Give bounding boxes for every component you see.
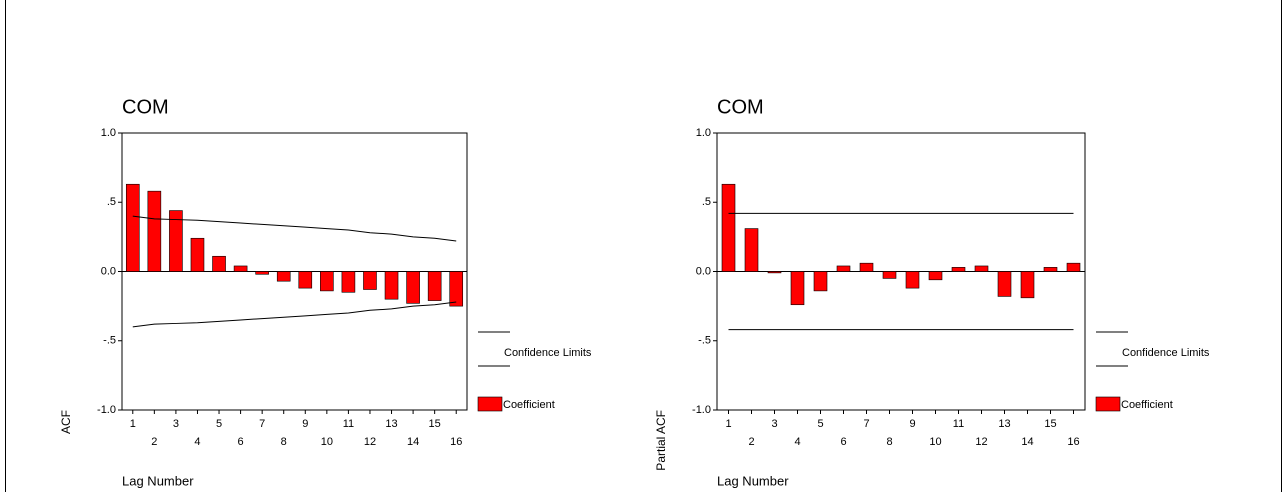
bar — [744, 228, 759, 272]
bar — [1066, 262, 1081, 272]
x-tick-label: 7 — [259, 418, 265, 430]
x-tick-label: 13 — [385, 418, 397, 430]
y-axis-label: ACF — [59, 410, 73, 434]
chart-title: COM — [717, 96, 764, 118]
x-tick-label: 9 — [909, 418, 915, 430]
chart-title: COM — [122, 96, 169, 118]
x-tick-label: 3 — [173, 418, 179, 430]
y-tick-label: -1.0 — [97, 404, 116, 416]
y-tick-label: .5 — [107, 196, 116, 208]
bar — [190, 237, 205, 272]
x-tick-label: 16 — [1067, 436, 1079, 448]
bar — [233, 265, 248, 272]
bar — [406, 271, 420, 304]
y-axis-label: Partial ACF — [654, 410, 668, 471]
bar — [169, 210, 183, 272]
bar — [384, 271, 399, 300]
bar — [320, 271, 334, 292]
bar — [790, 271, 805, 306]
x-tick-label: 7 — [863, 418, 869, 430]
x-tick-label: 15 — [1044, 418, 1056, 430]
y-tick-label: 0.0 — [696, 265, 711, 277]
bar — [997, 271, 1012, 297]
x-tick-label: 14 — [407, 436, 419, 448]
bar — [721, 183, 736, 272]
y-tick-label: -.5 — [698, 335, 711, 347]
bar — [125, 183, 140, 272]
x-tick-label: 5 — [817, 418, 823, 430]
bar — [1043, 267, 1058, 272]
x-tick-label: 1 — [130, 418, 136, 430]
bar — [767, 271, 782, 274]
bar — [974, 265, 989, 272]
x-axis-label: Lag Number — [717, 473, 789, 488]
x-tick-label: 6 — [238, 436, 244, 448]
legend-label: Confidence Limits — [504, 347, 592, 359]
y-tick-label: 1.0 — [696, 127, 711, 139]
frame — [5, 0, 1282, 492]
x-tick-label: 13 — [998, 418, 1010, 430]
x-tick-label: 6 — [840, 436, 846, 448]
x-tick-label: 12 — [975, 436, 987, 448]
x-tick-label: 8 — [886, 436, 892, 448]
x-tick-label: 3 — [771, 418, 777, 430]
x-tick-label: 16 — [450, 436, 462, 448]
bar — [928, 271, 943, 281]
x-tick-label: 10 — [321, 436, 333, 448]
x-tick-label: 2 — [748, 436, 754, 448]
bar — [905, 271, 920, 289]
y-tick-label: 1.0 — [101, 127, 116, 139]
legend-swatch — [477, 396, 503, 412]
y-tick-label: -1.0 — [692, 404, 711, 416]
x-tick-label: 5 — [216, 418, 222, 430]
bar — [276, 271, 291, 282]
y-tick-label: .5 — [702, 196, 711, 208]
bar — [427, 271, 442, 301]
x-tick-label: 14 — [1021, 436, 1033, 448]
bar — [1020, 271, 1035, 299]
bar — [859, 262, 874, 272]
bar — [882, 271, 897, 279]
x-tick-label: 12 — [364, 436, 376, 448]
bar — [147, 190, 162, 272]
y-tick-label: 0.0 — [101, 265, 116, 277]
x-axis-label: Lag Number — [122, 473, 194, 488]
bar — [449, 271, 464, 307]
bar — [255, 271, 269, 275]
x-tick-label: 10 — [929, 436, 941, 448]
x-tick-label: 11 — [343, 418, 354, 430]
x-tick-label: 11 — [953, 418, 964, 430]
legend-swatch — [1095, 396, 1121, 412]
bar — [363, 271, 377, 290]
confidence-line — [132, 301, 457, 328]
x-tick-label: 9 — [302, 418, 308, 430]
bar — [836, 265, 851, 272]
x-tick-label: 4 — [194, 436, 200, 448]
bar — [298, 271, 313, 289]
legend-label: Coefficient — [1121, 399, 1173, 411]
bar — [951, 267, 966, 272]
bar — [813, 271, 828, 292]
bar — [212, 255, 226, 272]
legend-label: Confidence Limits — [1122, 347, 1210, 359]
x-tick-label: 1 — [725, 418, 731, 430]
x-tick-label: 15 — [429, 418, 441, 430]
x-tick-label: 2 — [151, 436, 157, 448]
confidence-line — [132, 215, 457, 242]
y-tick-label: -.5 — [103, 335, 116, 347]
x-tick-label: 8 — [281, 436, 287, 448]
legend-label: Coefficient — [503, 399, 555, 411]
x-tick-label: 4 — [794, 436, 800, 448]
bar — [341, 271, 356, 293]
